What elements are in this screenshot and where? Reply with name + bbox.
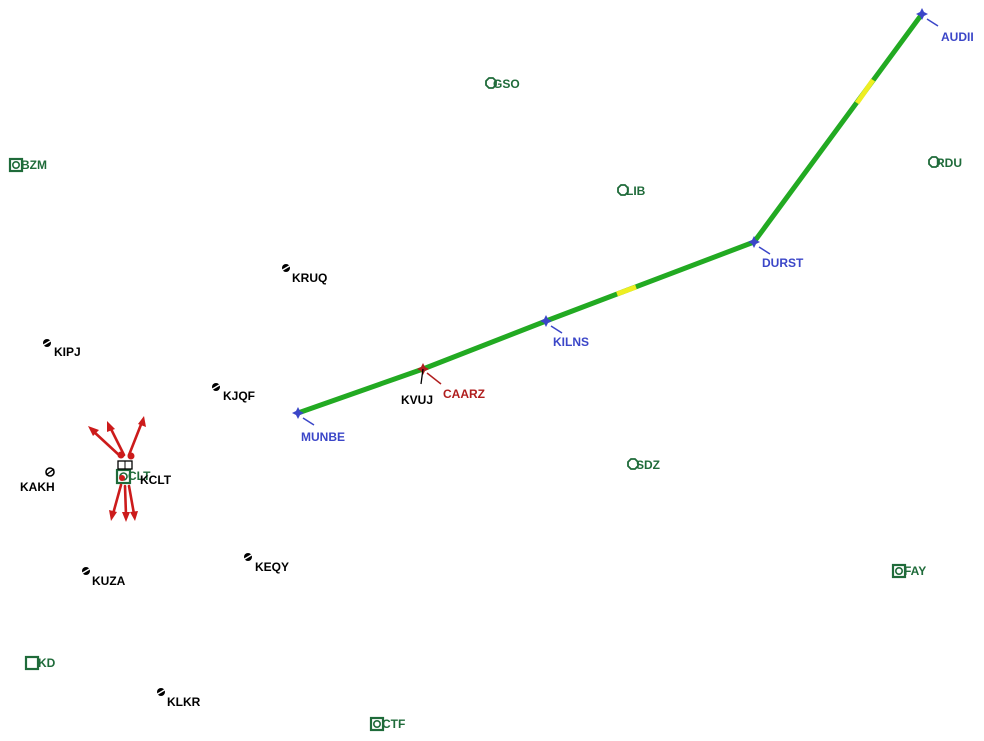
waypoint-durst[interactable]: DURST <box>748 236 804 270</box>
flight-route <box>297 12 925 416</box>
navaid-label: BZM <box>21 158 47 172</box>
airport-icon <box>155 688 167 696</box>
navaid-lib[interactable]: LIB <box>617 184 646 198</box>
airport-icon <box>280 264 292 272</box>
navaid-icon <box>485 77 497 89</box>
airport-label: KCLT <box>140 473 172 487</box>
navaid-fay[interactable]: FAY <box>891 563 926 579</box>
airport-label: KUZA <box>92 574 126 588</box>
waypoint-munbe[interactable]: MUNBE <box>292 407 345 444</box>
traffic-arrow-icon <box>111 483 123 516</box>
waypoint-icon <box>292 407 304 419</box>
navaid-icon <box>891 563 907 579</box>
route-segment-highlight <box>854 78 876 105</box>
navaid-icon <box>928 156 940 168</box>
navaid-icon <box>617 184 629 196</box>
navaid-label: FAY <box>904 564 926 578</box>
airport-kruq[interactable]: KRUQ <box>280 264 327 285</box>
navaid-clt[interactable]: CLT <box>115 468 151 485</box>
navaid-gso[interactable]: GSO <box>485 77 520 91</box>
airport-kuza[interactable]: KUZA <box>80 567 126 588</box>
navaid-icon <box>627 458 639 470</box>
traffic-arrow-icon <box>123 484 128 517</box>
navaid-ctf[interactable]: CTF <box>369 716 405 732</box>
airport-icon <box>210 383 222 391</box>
airport-label: KVUJ <box>401 393 433 407</box>
navaid-label: CTF <box>382 717 405 731</box>
traffic-arrow-icon <box>91 429 121 457</box>
airport-klkr[interactable]: KLKR <box>155 688 201 709</box>
waypoint-kilns[interactable]: KILNS <box>540 315 589 349</box>
navaid-label: KD <box>38 656 56 670</box>
waypoint-label: MUNBE <box>301 430 345 444</box>
airport-kjqf[interactable]: KJQF <box>210 383 255 403</box>
airport-label: KIPJ <box>54 345 81 359</box>
navaid-label: LIB <box>626 184 646 198</box>
airport-kakh[interactable]: KAKH <box>20 467 55 494</box>
airport-kvuj[interactable]: KVUJ <box>401 368 433 407</box>
waypoint-audii[interactable]: AUDII <box>916 8 974 44</box>
airport-icon <box>45 467 55 477</box>
navaid-label: CLT <box>128 469 151 483</box>
waypoint-label: AUDII <box>941 30 974 44</box>
traffic-arrow-icon <box>108 425 126 457</box>
navaid-rdu[interactable]: RDU <box>928 156 962 170</box>
navaid-icon <box>115 468 132 485</box>
traffic-arrow-icon <box>127 484 136 516</box>
traffic-arrow-icon <box>127 420 144 457</box>
navaid-kd[interactable]: KD <box>24 655 56 671</box>
navaid-icon <box>369 716 385 732</box>
navaid-label: GSO <box>493 77 520 91</box>
waypoint-icon <box>540 315 552 327</box>
airport-label: KRUQ <box>292 271 327 285</box>
navaid-icon <box>8 157 24 173</box>
airport-label: KJQF <box>223 389 255 403</box>
route-segment-highlight <box>616 284 637 297</box>
airport-label: KLKR <box>167 695 201 709</box>
waypoint-label: DURST <box>762 256 804 270</box>
waypoint-icon <box>748 236 760 248</box>
navaid-label: SDZ <box>636 458 660 472</box>
waypoint-icon <box>916 8 928 20</box>
airport-icon <box>80 567 92 575</box>
navaid-bzm[interactable]: BZM <box>8 157 47 173</box>
waypoint-label: KILNS <box>553 335 589 349</box>
navaid-label: RDU <box>936 156 962 170</box>
navaid-icon <box>24 655 40 671</box>
airport-label: KAKH <box>20 480 55 494</box>
airport-icon <box>41 339 53 347</box>
navaid-sdz[interactable]: SDZ <box>627 458 660 472</box>
airport-label: KEQY <box>255 560 289 574</box>
airport-kipj[interactable]: KIPJ <box>41 339 81 359</box>
airport-icon <box>242 553 254 561</box>
airport-kclt[interactable]: KCLT <box>140 473 172 487</box>
airport-keqy[interactable]: KEQY <box>242 553 289 574</box>
waypoint-label: CAARZ <box>443 387 485 401</box>
traffic-cluster-kclt[interactable] <box>88 416 146 522</box>
